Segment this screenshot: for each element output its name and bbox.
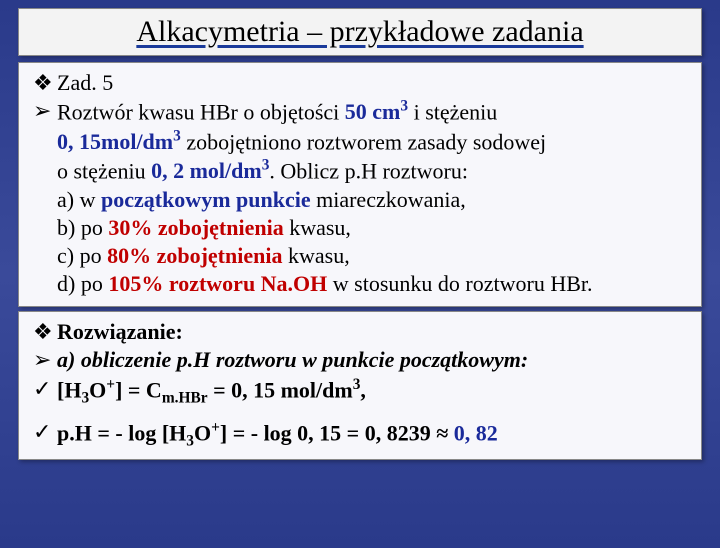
conc1: 0, 15mol/dm3 bbox=[57, 129, 181, 154]
check-icon: ✓ bbox=[33, 418, 57, 451]
sup: 3 bbox=[400, 98, 408, 115]
t: p.H = - log [H bbox=[57, 420, 186, 445]
t: Roztwór kwasu HBr o objętości bbox=[57, 99, 345, 124]
t: ] = - log 0, 15 = 0, 8239 ≈ bbox=[220, 420, 454, 445]
line1-text: Roztwór kwasu HBr o objętości 50 cm3 i s… bbox=[57, 97, 497, 126]
t: O bbox=[89, 377, 106, 402]
t: 50 cm bbox=[345, 99, 401, 124]
title-box: Alkacymetria – przykładowe zadania bbox=[18, 8, 702, 56]
h3o-line: ✓ [H3O+] = Cm.HBr = 0, 15 mol/dm3, bbox=[33, 375, 687, 408]
t: miareczkowania, bbox=[311, 187, 466, 212]
parta-line: ➢ a) obliczenie p.H roztworu w punkcie p… bbox=[33, 346, 687, 374]
t: b) po bbox=[57, 215, 108, 240]
line3: o stężeniu 0, 2 mol/dm3. Oblicz p.H rozt… bbox=[33, 156, 687, 185]
sup: 3 bbox=[173, 128, 181, 145]
line7: d) po 105% roztworu Na.OH w stosunku do … bbox=[33, 270, 687, 298]
comma: , bbox=[360, 377, 366, 402]
t: 0, 15mol/dm bbox=[57, 129, 173, 154]
t: ] = C bbox=[115, 377, 162, 402]
slide-title: Alkacymetria – przykładowe zadania bbox=[29, 15, 691, 49]
t: zobojętniono roztworem zasady sodowej bbox=[181, 129, 546, 154]
t: początkowym punkcie bbox=[101, 187, 311, 212]
ph-line: ✓ p.H = - log [H3O+] = - log 0, 15 = 0, … bbox=[33, 418, 687, 451]
t: [H bbox=[57, 377, 81, 402]
sub: m.HBr bbox=[162, 389, 208, 406]
zad-label: Zad. 5 bbox=[57, 69, 113, 97]
line6: c) po 80% zobojętnienia kwasu, bbox=[33, 242, 687, 270]
t: 30% zobojętnienia bbox=[108, 215, 283, 240]
rozw-label: Rozwiązanie: bbox=[57, 318, 183, 346]
sub: 3 bbox=[81, 389, 89, 406]
h3o-expr: [H3O+] = Cm.HBr = 0, 15 mol/dm3, bbox=[57, 375, 366, 408]
solution-box: ❖ Rozwiązanie: ➢ a) obliczenie p.H roztw… bbox=[18, 311, 702, 460]
spacer bbox=[33, 408, 687, 418]
arrow-icon: ➢ bbox=[33, 346, 57, 374]
t: o stężeniu bbox=[57, 158, 151, 183]
line2: 0, 15mol/dm3 zobojętniono roztworem zasa… bbox=[33, 127, 687, 156]
vol: 50 cm3 bbox=[345, 99, 408, 124]
t: 80% zobojętnienia bbox=[107, 243, 282, 268]
result: 0, 82 bbox=[454, 420, 498, 445]
t: . Oblicz p.H roztworu: bbox=[269, 158, 468, 183]
line5: b) po 30% zobojętnienia kwasu, bbox=[33, 214, 687, 242]
t: a) w bbox=[57, 187, 101, 212]
t: c) po bbox=[57, 243, 107, 268]
t: O bbox=[194, 420, 211, 445]
sup: + bbox=[211, 419, 220, 436]
t: kwasu, bbox=[284, 215, 351, 240]
sub: 3 bbox=[186, 433, 194, 450]
parta-text: a) obliczenie p.H roztworu w punkcie poc… bbox=[57, 346, 528, 374]
line4: a) w początkowym punkcie miareczkowania, bbox=[33, 186, 687, 214]
arrow-icon: ➢ bbox=[33, 97, 57, 126]
zad-line: ❖ Zad. 5 bbox=[33, 69, 687, 97]
diamond-icon: ❖ bbox=[33, 318, 57, 346]
rozw-line: ❖ Rozwiązanie: bbox=[33, 318, 687, 346]
problem-box: ❖ Zad. 5 ➢ Roztwór kwasu HBr o objętości… bbox=[18, 62, 702, 307]
t: 105% roztworu Na.OH bbox=[108, 271, 327, 296]
t: w stosunku do roztworu HBr. bbox=[327, 271, 592, 296]
check-icon: ✓ bbox=[33, 375, 57, 408]
t: d) po bbox=[57, 271, 108, 296]
t: 0, 2 mol/dm bbox=[151, 158, 262, 183]
ph-expr: p.H = - log [H3O+] = - log 0, 15 = 0, 82… bbox=[57, 418, 498, 451]
line1: ➢ Roztwór kwasu HBr o objętości 50 cm3 i… bbox=[33, 97, 687, 126]
t: kwasu, bbox=[282, 243, 349, 268]
conc2: 0, 2 mol/dm3 bbox=[151, 158, 269, 183]
diamond-icon: ❖ bbox=[33, 69, 57, 97]
sup: + bbox=[106, 376, 115, 393]
t: = 0, 15 mol/dm bbox=[208, 377, 353, 402]
t: i stężeniu bbox=[408, 99, 497, 124]
